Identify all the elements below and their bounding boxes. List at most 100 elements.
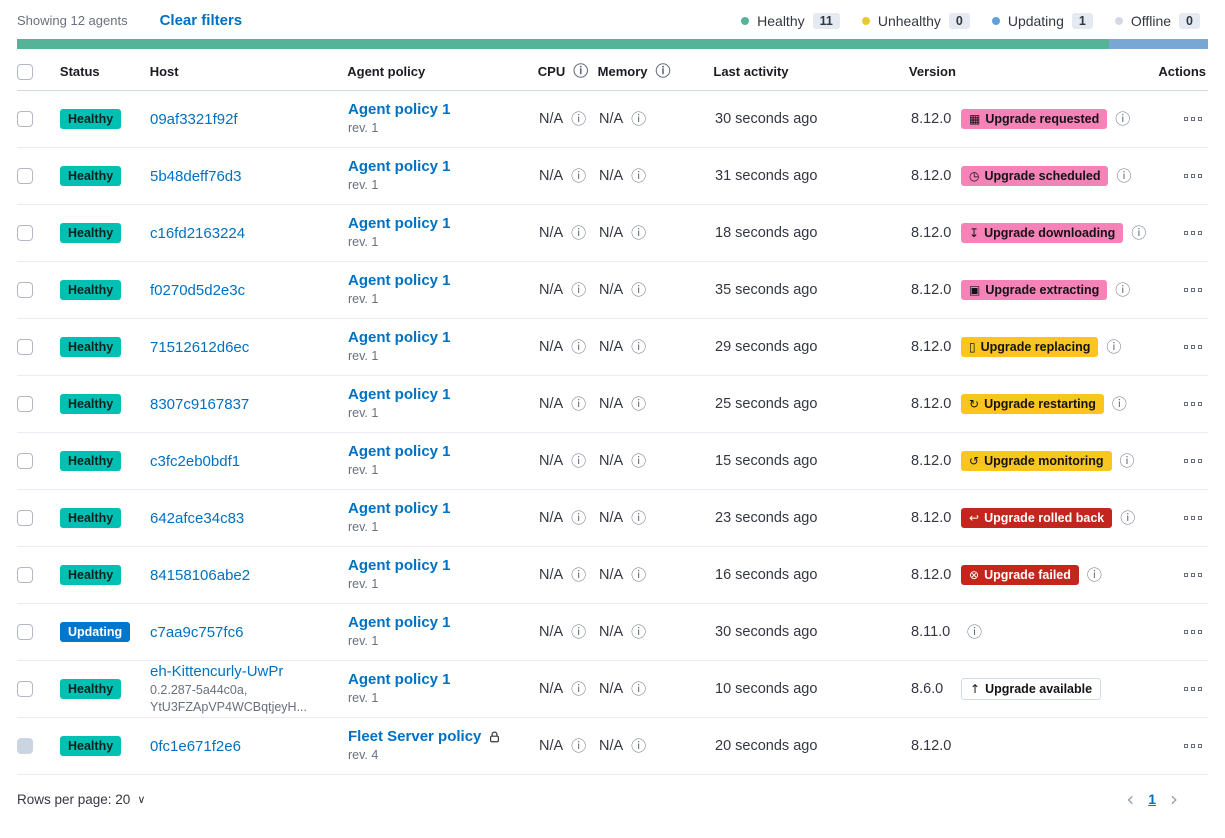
- agent-policy-link[interactable]: Agent policy 1: [348, 158, 451, 176]
- upgrade-info-icon[interactable]: ⓘ: [1115, 280, 1131, 299]
- upgrade-info-icon[interactable]: ⓘ: [1120, 508, 1136, 527]
- actions-button[interactable]: [1180, 569, 1206, 581]
- cpu-value-info-icon[interactable]: ⓘ: [571, 508, 587, 527]
- status-badge: Healthy: [60, 508, 122, 528]
- agent-policy-link[interactable]: Agent policy 1: [348, 215, 451, 233]
- policy-revision: rev. 1: [348, 292, 379, 307]
- cpu-value-info-icon[interactable]: ⓘ: [571, 280, 587, 299]
- agent-policy-link[interactable]: Agent policy 1: [348, 386, 451, 404]
- memory-value-info-icon[interactable]: ⓘ: [631, 565, 647, 584]
- upgrade-status-label: Upgrade replacing: [980, 340, 1091, 354]
- host-link[interactable]: c3fc2eb0bdf1: [150, 452, 241, 470]
- table-row: Healthy 5b48deff76d3 Agent policy 1 rev. …: [17, 148, 1208, 205]
- actions-button[interactable]: [1180, 626, 1206, 638]
- cpu-value-info-icon[interactable]: ⓘ: [571, 679, 587, 698]
- host-link[interactable]: 09af3321f92f: [150, 110, 238, 128]
- host-link[interactable]: 8307c9167837: [150, 395, 250, 413]
- host-link[interactable]: 642afce34c83: [150, 509, 245, 527]
- row-checkbox[interactable]: [17, 168, 33, 184]
- agent-policy-link[interactable]: Agent policy 1: [348, 272, 451, 290]
- memory-value-info-icon[interactable]: ⓘ: [631, 394, 647, 413]
- cpu-value-info-icon[interactable]: ⓘ: [571, 109, 587, 128]
- upgrade-status-badge: ◷ Upgrade scheduled: [961, 166, 1109, 186]
- row-checkbox[interactable]: [17, 681, 33, 697]
- upgrade-info-icon[interactable]: ⓘ: [1111, 394, 1127, 413]
- host-link[interactable]: f0270d5d2e3c: [150, 281, 246, 299]
- cpu-value-info-icon[interactable]: ⓘ: [571, 736, 587, 755]
- memory-value-info-icon[interactable]: ⓘ: [631, 223, 647, 242]
- upgrade-status-icon: ↻: [969, 397, 980, 411]
- memory-value-info-icon[interactable]: ⓘ: [631, 280, 647, 299]
- agent-policy-link[interactable]: Agent policy 1: [348, 557, 451, 575]
- memory-value-info-icon[interactable]: ⓘ: [631, 736, 647, 755]
- memory-info-icon[interactable]: ⓘ: [655, 62, 671, 80]
- row-checkbox[interactable]: [17, 624, 33, 640]
- actions-button[interactable]: [1180, 512, 1206, 524]
- actions-button[interactable]: [1180, 170, 1206, 182]
- policy-revision: rev. 1: [348, 463, 379, 478]
- clear-filters-link[interactable]: Clear filters: [159, 12, 243, 29]
- row-checkbox[interactable]: [17, 738, 33, 754]
- previous-page-button[interactable]: ‹: [1126, 787, 1135, 811]
- rows-per-page-selector[interactable]: Rows per page: 20 ∨: [17, 792, 145, 807]
- row-checkbox[interactable]: [17, 111, 33, 127]
- agent-policy-link[interactable]: Agent policy 1: [348, 614, 451, 632]
- select-all-checkbox[interactable]: [17, 63, 33, 80]
- policy-revision: rev. 1: [348, 691, 379, 706]
- row-checkbox[interactable]: [17, 396, 33, 412]
- row-checkbox[interactable]: [17, 339, 33, 355]
- upgrade-info-icon[interactable]: ⓘ: [1119, 451, 1135, 470]
- cpu-value-info-icon[interactable]: ⓘ: [571, 622, 587, 641]
- cpu-value-info-icon[interactable]: ⓘ: [571, 394, 587, 413]
- upgrade-info-icon[interactable]: ⓘ: [1116, 166, 1132, 185]
- column-header-actions: Actions: [1158, 64, 1206, 79]
- memory-value-info-icon[interactable]: ⓘ: [631, 109, 647, 128]
- cpu-value-info-icon[interactable]: ⓘ: [571, 565, 587, 584]
- agent-policy-link[interactable]: Agent policy 1: [348, 101, 451, 119]
- actions-button[interactable]: [1180, 683, 1206, 695]
- host-link[interactable]: c7aa9c757fc6: [150, 623, 244, 641]
- agent-policy-link[interactable]: Agent policy 1: [348, 443, 451, 461]
- page-number-1[interactable]: 1: [1148, 791, 1156, 807]
- upgrade-info-icon[interactable]: ⓘ: [1131, 223, 1147, 242]
- cpu-value-info-icon[interactable]: ⓘ: [571, 337, 587, 356]
- actions-button[interactable]: [1180, 341, 1206, 353]
- row-checkbox[interactable]: [17, 567, 33, 583]
- cpu-value-info-icon[interactable]: ⓘ: [571, 166, 587, 185]
- row-checkbox[interactable]: [17, 225, 33, 241]
- agent-policy-link[interactable]: Agent policy 1: [348, 671, 451, 689]
- host-link[interactable]: 0fc1e671f2e6: [150, 737, 241, 755]
- cpu-value-info-icon[interactable]: ⓘ: [571, 223, 587, 242]
- actions-button[interactable]: [1180, 284, 1206, 296]
- host-link[interactable]: 5b48deff76d3: [150, 167, 242, 185]
- row-checkbox[interactable]: [17, 510, 33, 526]
- upgrade-info-icon[interactable]: ⓘ: [1106, 337, 1122, 356]
- actions-button[interactable]: [1180, 227, 1206, 239]
- actions-button[interactable]: [1180, 113, 1206, 125]
- upgrade-info-icon[interactable]: ⓘ: [1115, 109, 1131, 128]
- cpu-value-info-icon[interactable]: ⓘ: [571, 451, 587, 470]
- row-checkbox[interactable]: [17, 453, 33, 469]
- memory-value-info-icon[interactable]: ⓘ: [631, 166, 647, 185]
- actions-button[interactable]: [1180, 455, 1206, 467]
- host-link[interactable]: eh-Kittencurly-UwPr: [150, 662, 284, 680]
- host-link[interactable]: c16fd2163224: [150, 224, 246, 242]
- agent-policy-link[interactable]: Fleet Server policy: [348, 728, 482, 746]
- agent-policy-link[interactable]: Agent policy 1: [348, 329, 451, 347]
- memory-value-info-icon[interactable]: ⓘ: [631, 679, 647, 698]
- memory-value-info-icon[interactable]: ⓘ: [631, 451, 647, 470]
- cpu-info-icon[interactable]: ⓘ: [573, 62, 589, 80]
- actions-button[interactable]: [1180, 740, 1206, 752]
- host-link[interactable]: 71512612d6ec: [150, 338, 250, 356]
- actions-button[interactable]: [1180, 398, 1206, 410]
- row-checkbox[interactable]: [17, 282, 33, 298]
- upgrade-info-icon[interactable]: ⓘ: [1086, 565, 1102, 584]
- upgrade-info-icon[interactable]: ⓘ: [967, 622, 983, 641]
- agent-policy-link[interactable]: Agent policy 1: [348, 500, 451, 518]
- memory-value-info-icon[interactable]: ⓘ: [631, 622, 647, 641]
- policy-revision: rev. 1: [348, 121, 379, 136]
- memory-value-info-icon[interactable]: ⓘ: [631, 337, 647, 356]
- next-page-button[interactable]: ›: [1170, 787, 1178, 811]
- memory-value-info-icon[interactable]: ⓘ: [631, 508, 647, 527]
- host-link[interactable]: 84158106abe2: [150, 566, 251, 584]
